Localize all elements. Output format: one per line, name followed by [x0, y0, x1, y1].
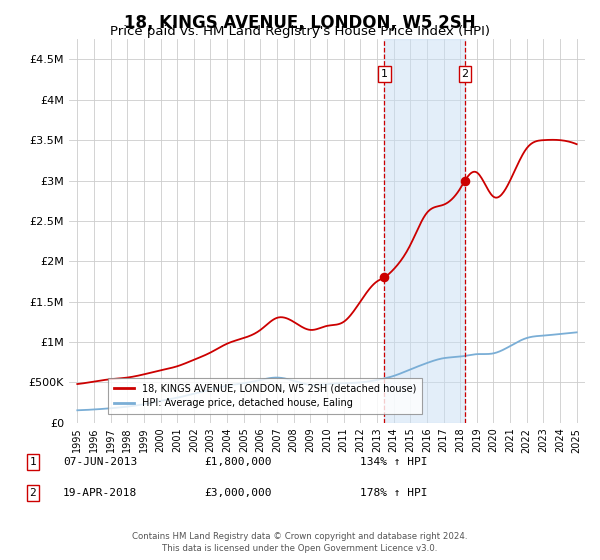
Bar [384, 39, 465, 423]
Text: Price paid vs. HM Land Registry's House Price Index (HPI): Price paid vs. HM Land Registry's House … [110, 25, 490, 38]
Text: 1: 1 [29, 457, 37, 467]
Text: 178% ↑ HPI: 178% ↑ HPI [360, 488, 427, 498]
Legend: 18, KINGS AVENUE, LONDON, W5 2SH (detached house), HPI: Average price, detached : 18, KINGS AVENUE, LONDON, W5 2SH (detach… [109, 377, 422, 414]
Text: 07-JUN-2013: 07-JUN-2013 [63, 457, 137, 467]
Text: Contains HM Land Registry data © Crown copyright and database right 2024.
This d: Contains HM Land Registry data © Crown c… [132, 533, 468, 553]
Text: £3,000,000: £3,000,000 [204, 488, 271, 498]
Text: 1: 1 [381, 69, 388, 79]
Point [379, 273, 389, 282]
Point [460, 176, 470, 185]
Text: £1,800,000: £1,800,000 [204, 457, 271, 467]
Text: 18, KINGS AVENUE, LONDON, W5 2SH: 18, KINGS AVENUE, LONDON, W5 2SH [124, 14, 476, 32]
Text: 2: 2 [461, 69, 469, 79]
Text: 2: 2 [29, 488, 37, 498]
Text: 19-APR-2018: 19-APR-2018 [63, 488, 137, 498]
Text: 134% ↑ HPI: 134% ↑ HPI [360, 457, 427, 467]
